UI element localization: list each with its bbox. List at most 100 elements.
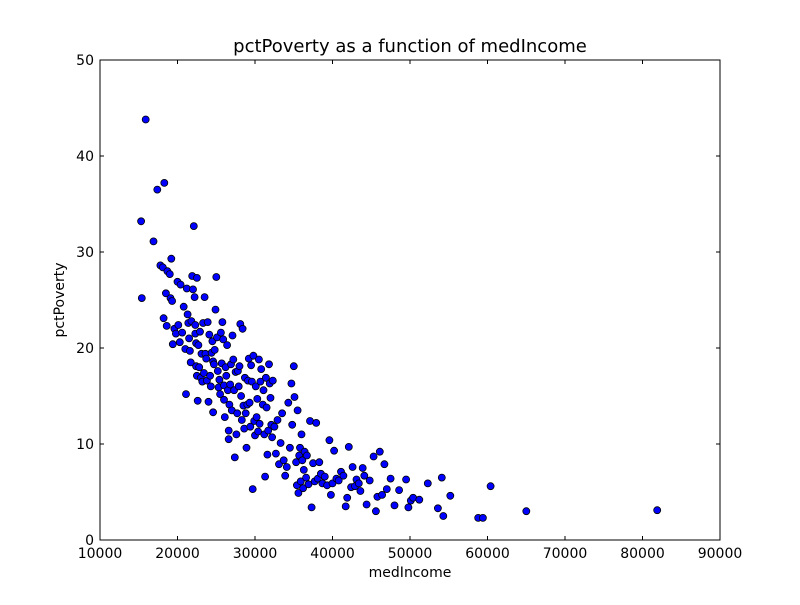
data-point xyxy=(348,463,357,471)
data-point xyxy=(380,460,389,469)
data-point xyxy=(248,485,257,494)
x-tick-label: 60000 xyxy=(465,546,510,562)
data-point xyxy=(315,458,324,467)
data-point xyxy=(213,367,222,375)
x-tick-label: 50000 xyxy=(388,546,433,562)
data-point xyxy=(341,502,350,511)
data-point xyxy=(478,514,487,522)
data-point xyxy=(168,340,177,349)
data-point xyxy=(297,430,306,439)
y-tick-label: 30 xyxy=(76,245,94,261)
data-point xyxy=(222,371,231,380)
data-point xyxy=(290,393,299,401)
data-point xyxy=(160,178,169,187)
data-point xyxy=(289,362,298,371)
data-point xyxy=(287,379,296,388)
data-point xyxy=(255,419,264,428)
data-point xyxy=(233,409,242,418)
data-point xyxy=(246,422,255,431)
y-tick-label: 50 xyxy=(76,53,94,69)
data-point xyxy=(234,382,243,391)
data-point xyxy=(268,433,277,442)
data-point xyxy=(284,398,293,407)
data-point xyxy=(162,321,171,330)
data-point xyxy=(182,390,190,399)
data-point xyxy=(439,512,448,520)
data-point xyxy=(237,392,246,400)
y-tick-label: 20 xyxy=(76,341,94,357)
data-point xyxy=(238,324,247,333)
x-tick-label: 30000 xyxy=(233,546,278,562)
data-point xyxy=(175,338,184,347)
data-point xyxy=(371,507,380,516)
data-point xyxy=(179,302,188,311)
data-point xyxy=(206,382,215,391)
data-point xyxy=(241,409,250,418)
data-points xyxy=(137,115,662,522)
data-point xyxy=(219,335,228,344)
data-point xyxy=(437,473,446,482)
data-point xyxy=(265,360,273,369)
data-point xyxy=(276,439,285,447)
axis-ticks: 10000 20000 30000 40000 50000 60000 70000 80000… xyxy=(76,53,742,562)
data-point xyxy=(230,453,239,462)
data-point xyxy=(259,386,268,395)
data-point xyxy=(216,390,225,399)
data-point xyxy=(232,430,241,439)
data-point xyxy=(185,346,194,355)
data-point xyxy=(653,506,662,515)
x-axis-label: medIncome xyxy=(369,565,452,581)
data-point xyxy=(137,217,146,226)
data-point xyxy=(299,484,308,493)
data-point xyxy=(360,471,369,480)
plot-frame xyxy=(99,59,721,541)
data-point xyxy=(402,475,411,484)
data-point xyxy=(235,362,244,371)
data-point xyxy=(293,406,302,415)
data-point xyxy=(326,490,335,499)
data-point xyxy=(186,358,195,367)
data-point xyxy=(176,280,185,289)
data-point xyxy=(282,463,291,471)
data-point xyxy=(302,451,311,460)
data-point xyxy=(205,330,214,339)
data-point xyxy=(253,394,262,403)
data-point xyxy=(215,375,224,384)
data-point xyxy=(149,237,158,246)
data-point xyxy=(224,426,233,435)
data-point xyxy=(249,351,258,360)
data-point xyxy=(194,341,203,350)
data-point xyxy=(304,480,313,489)
data-point xyxy=(251,382,260,391)
data-point xyxy=(137,294,146,303)
data-point xyxy=(296,477,305,486)
data-point xyxy=(522,507,531,516)
data-point xyxy=(174,321,183,329)
data-point xyxy=(325,436,334,445)
data-point xyxy=(178,328,187,337)
data-point xyxy=(334,476,343,485)
data-point xyxy=(229,355,238,364)
x-tick-label: 20000 xyxy=(155,546,200,562)
y-axis-label: pctPoverty xyxy=(52,262,68,337)
data-point xyxy=(446,491,455,500)
data-point xyxy=(270,422,279,431)
y-tick-label: 10 xyxy=(76,437,94,453)
data-point xyxy=(195,363,204,372)
data-point xyxy=(189,222,198,231)
data-point xyxy=(189,285,197,294)
data-point xyxy=(185,334,194,343)
data-point xyxy=(247,361,256,370)
x-tick-label: 80000 xyxy=(620,546,665,562)
data-point xyxy=(343,493,352,502)
data-point xyxy=(161,289,170,298)
data-point xyxy=(362,500,371,509)
data-point xyxy=(226,380,235,389)
data-point xyxy=(433,504,442,513)
data-point xyxy=(302,473,311,482)
data-point xyxy=(220,413,229,422)
data-point xyxy=(320,472,329,481)
data-point xyxy=(486,482,495,491)
